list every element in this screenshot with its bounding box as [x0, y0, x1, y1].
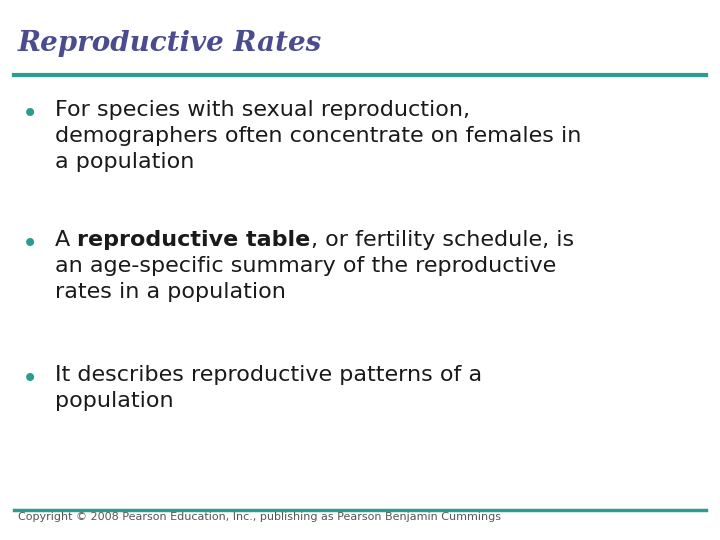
Text: an age-specific summary of the reproductive: an age-specific summary of the reproduct… — [55, 256, 557, 276]
Text: demographers often concentrate on females in: demographers often concentrate on female… — [55, 126, 581, 146]
Text: A: A — [55, 230, 77, 250]
Text: It describes reproductive patterns of a: It describes reproductive patterns of a — [55, 365, 482, 385]
Text: , or fertility schedule, is: , or fertility schedule, is — [310, 230, 574, 250]
Text: population: population — [55, 391, 174, 411]
Text: For species with sexual reproduction,: For species with sexual reproduction, — [55, 100, 470, 120]
Text: a population: a population — [55, 152, 194, 172]
Text: •: • — [22, 100, 38, 128]
Text: rates in a population: rates in a population — [55, 282, 286, 302]
Text: reproductive table: reproductive table — [77, 230, 310, 250]
Text: •: • — [22, 230, 38, 258]
Text: •: • — [22, 365, 38, 393]
Text: Reproductive Rates: Reproductive Rates — [18, 30, 323, 57]
Text: Copyright © 2008 Pearson Education, Inc., publishing as Pearson Benjamin Cumming: Copyright © 2008 Pearson Education, Inc.… — [18, 512, 501, 522]
